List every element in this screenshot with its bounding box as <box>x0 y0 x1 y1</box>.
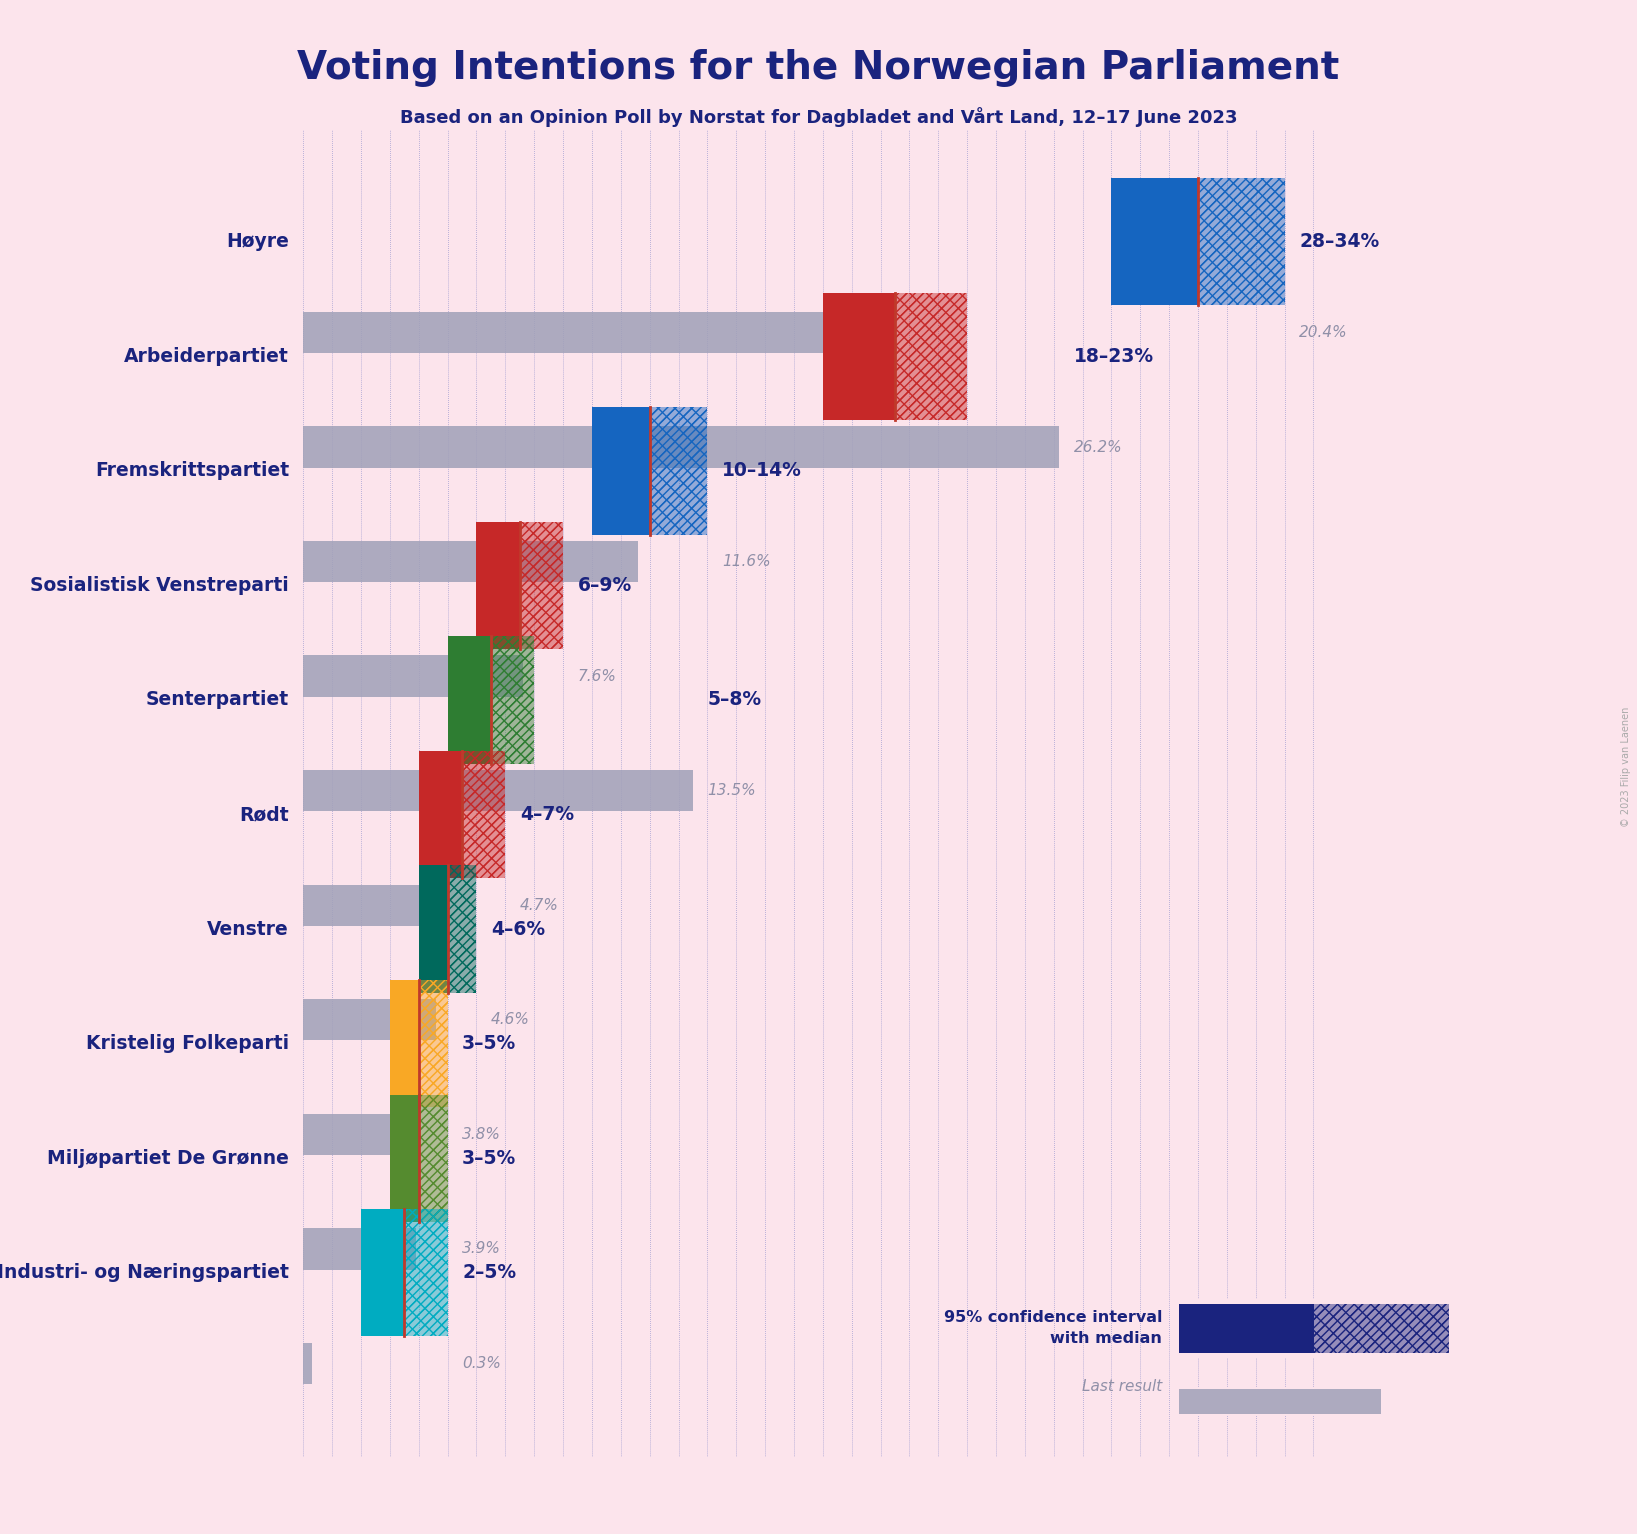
Text: 3–5%: 3–5% <box>462 1149 516 1167</box>
Bar <box>521 522 563 649</box>
Bar <box>419 750 462 877</box>
Bar <box>1198 178 1285 305</box>
Bar <box>419 1095 447 1221</box>
Bar <box>390 980 419 1108</box>
Bar <box>895 293 967 420</box>
Bar <box>1179 1304 1315 1353</box>
Bar <box>404 1209 447 1336</box>
Text: Rødt: Rødt <box>239 805 288 824</box>
Bar <box>419 1095 447 1221</box>
Bar <box>1112 178 1198 305</box>
Text: 0.3%: 0.3% <box>462 1356 501 1371</box>
Bar <box>1198 178 1285 305</box>
Bar <box>1179 1388 1382 1414</box>
Text: © 2023 Filip van Laenen: © 2023 Filip van Laenen <box>1621 707 1630 827</box>
Bar <box>476 522 521 649</box>
Text: Miljøpartiet De Grønne: Miljøpartiet De Grønne <box>47 1149 288 1167</box>
Text: Kristelig Folkeparti: Kristelig Folkeparti <box>85 1034 288 1054</box>
Bar <box>1315 1304 1449 1353</box>
Bar <box>303 885 439 927</box>
Text: Fremskrittspartiet: Fremskrittspartiet <box>95 462 288 480</box>
Text: 2–5%: 2–5% <box>462 1262 516 1282</box>
Text: Senterpartiet: Senterpartiet <box>146 690 288 709</box>
Text: Høyre: Høyre <box>226 232 288 252</box>
Text: 28–34%: 28–34% <box>1300 232 1380 252</box>
Bar <box>419 980 447 1108</box>
Bar <box>447 865 476 992</box>
Bar <box>521 522 563 649</box>
Bar <box>491 637 534 764</box>
Bar <box>1315 1304 1449 1353</box>
Bar <box>491 637 534 764</box>
Bar <box>303 1342 313 1384</box>
Bar <box>447 637 491 764</box>
Text: 3–5%: 3–5% <box>462 1034 516 1054</box>
Bar <box>462 750 506 877</box>
Bar <box>462 750 506 877</box>
Bar <box>521 522 563 649</box>
Bar <box>419 865 447 992</box>
Bar <box>362 1209 404 1336</box>
Bar <box>1198 178 1285 305</box>
Text: 3.8%: 3.8% <box>462 1127 501 1141</box>
Bar <box>303 426 1059 468</box>
Text: 11.6%: 11.6% <box>722 554 771 569</box>
Text: 18–23%: 18–23% <box>1074 347 1154 365</box>
Text: Industri- og Næringspartiet: Industri- og Næringspartiet <box>0 1262 288 1282</box>
Bar <box>650 407 707 534</box>
Text: 4–6%: 4–6% <box>491 919 545 939</box>
Text: 13.5%: 13.5% <box>707 784 756 798</box>
Text: Based on an Opinion Poll by Norstat for Dagbladet and Vårt Land, 12–17 June 2023: Based on an Opinion Poll by Norstat for … <box>399 107 1238 127</box>
Text: 4.7%: 4.7% <box>521 897 558 913</box>
Bar <box>491 637 534 764</box>
Bar <box>593 407 650 534</box>
Bar <box>895 293 967 420</box>
Bar <box>1315 1304 1449 1353</box>
Bar <box>404 1209 447 1336</box>
Bar <box>303 655 522 696</box>
Text: 26.2%: 26.2% <box>1074 440 1123 454</box>
Bar <box>303 542 638 583</box>
Bar <box>650 407 707 534</box>
Text: 5–8%: 5–8% <box>707 690 761 709</box>
Bar <box>303 1229 416 1270</box>
Text: 6–9%: 6–9% <box>578 575 632 595</box>
Text: 20.4%: 20.4% <box>1300 325 1347 341</box>
Bar <box>823 293 895 420</box>
Bar <box>404 1209 447 1336</box>
Bar <box>447 865 476 992</box>
Bar <box>419 980 447 1108</box>
Bar <box>419 980 447 1108</box>
Text: 3.9%: 3.9% <box>462 1241 501 1256</box>
Bar <box>462 750 506 877</box>
Bar <box>650 407 707 534</box>
Text: Arbeiderpartiet: Arbeiderpartiet <box>124 347 288 365</box>
Text: 95% confidence interval
with median: 95% confidence interval with median <box>945 1310 1162 1347</box>
Text: Venstre: Venstre <box>208 919 288 939</box>
Text: Last result: Last result <box>1082 1379 1162 1394</box>
Text: 4.6%: 4.6% <box>491 1012 530 1028</box>
Bar <box>419 1095 447 1221</box>
Text: 7.6%: 7.6% <box>578 669 617 684</box>
Bar <box>447 865 476 992</box>
Text: Voting Intentions for the Norwegian Parliament: Voting Intentions for the Norwegian Parl… <box>298 49 1339 87</box>
Bar <box>390 1095 419 1221</box>
Text: 10–14%: 10–14% <box>722 462 802 480</box>
Bar <box>303 999 435 1040</box>
Bar <box>303 1114 413 1155</box>
Text: Sosialistisk Venstreparti: Sosialistisk Venstreparti <box>29 575 288 595</box>
Bar <box>303 770 692 811</box>
Bar <box>895 293 967 420</box>
Bar <box>303 311 892 353</box>
Text: 4–7%: 4–7% <box>521 805 575 824</box>
